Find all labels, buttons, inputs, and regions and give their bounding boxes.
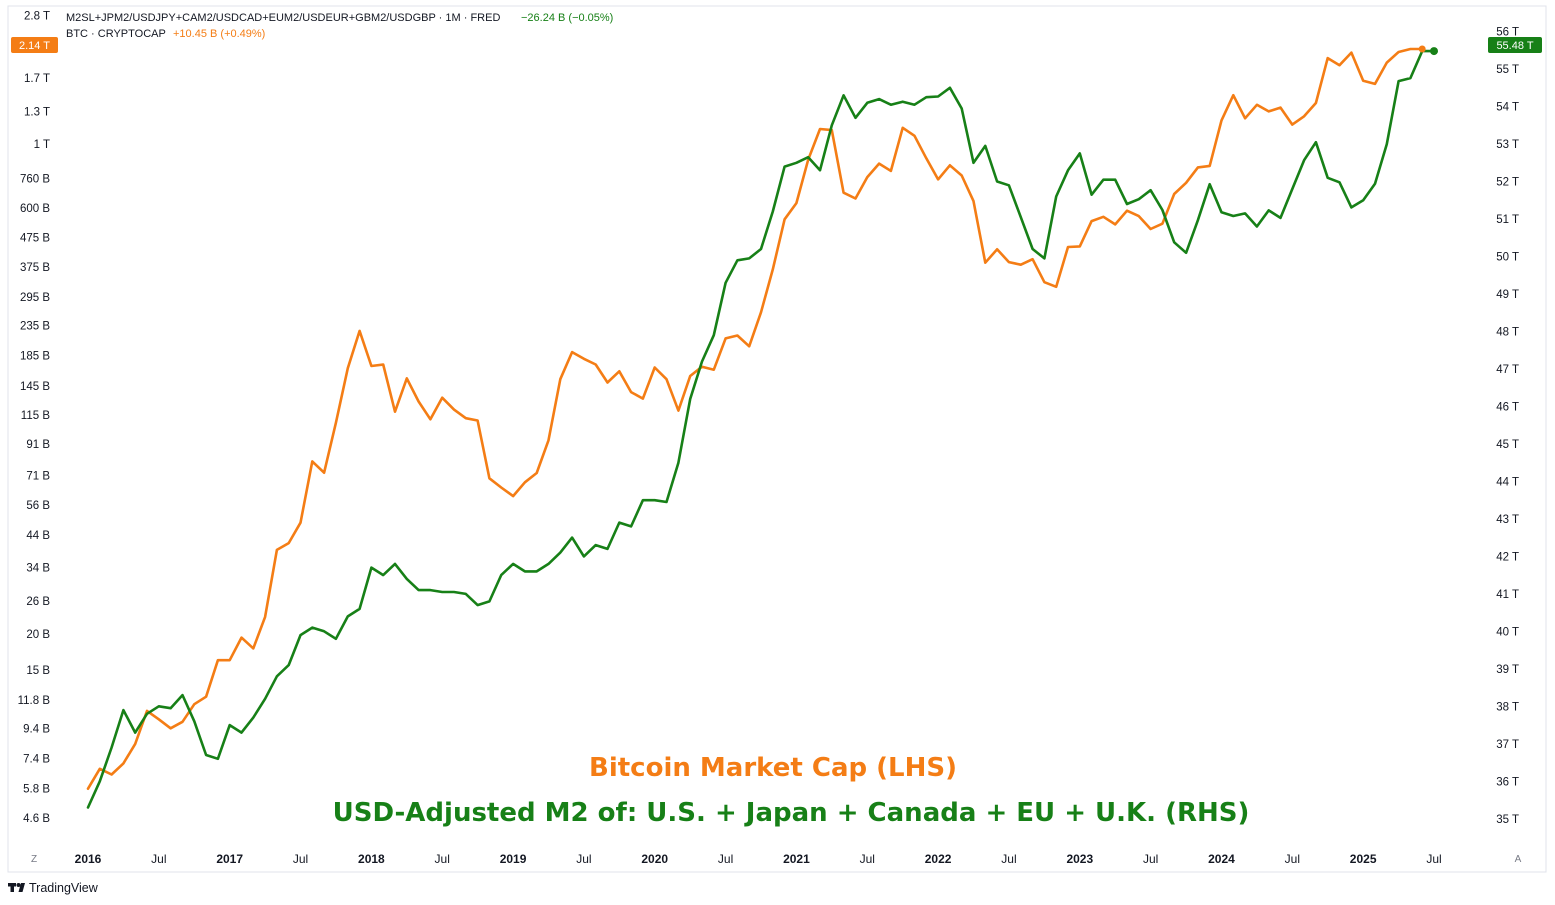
right-axis-tick-label: 36 T [1496,776,1519,788]
legend: M2SL+JPM2/USDJPY+CAM2/USDCAD+EUM2/USDEUR… [66,12,613,40]
x-axis-tick-label: 2016 [75,852,102,866]
right-axis-tick-label: 50 T [1496,252,1519,264]
x-axis-tick-label: 2023 [1066,852,1093,866]
left-axis-tick-label: 56 B [26,500,50,512]
x-axis-tick-label: 2022 [925,852,952,866]
chart-frame [7,5,1547,873]
left-axis-tick-label: 475 B [20,232,50,244]
x-axis-tick-label: Jul [718,852,733,866]
m2-last-point-marker [1430,47,1438,56]
legend-m2-change: −26.24 B (−0.05%) [521,12,613,24]
left-price-badge-label: 2.14 T [19,40,50,52]
left-axis-tick-label: 1.3 T [24,106,50,118]
left-axis-tick-label: 600 B [20,203,50,215]
x-axis-tick-label: Jul [1285,852,1300,866]
right-axis-tick-label: 38 T [1496,701,1519,713]
x-axis-tick-label: Jul [435,852,450,866]
right-axis-tick-label: 55 T [1496,64,1519,76]
x-axis-tick-label: 2018 [358,852,385,866]
right-axis-tick-label: 53 T [1496,139,1519,151]
tradingview-logo-icon [8,883,25,892]
x-axis-tick-label: Jul [1426,852,1441,866]
right-axis-tick-label: 46 T [1496,401,1519,413]
tradingview-branding[interactable]: TradingView [8,881,99,895]
x-axis: 2016 Jul 2017 Jul 2018 Jul 2019 Jul 2020 Jul 2021 J… [75,852,1442,866]
right-axis-tick-label: 41 T [1496,589,1519,601]
left-axis-tick-label: 235 B [20,320,50,332]
left-price-badge: 2.14 T [11,37,58,53]
left-axis-tick-label: 15 B [26,665,50,677]
tradingview-brand-name: TradingView [29,881,99,895]
x-axis-tick-label: Jul [1001,852,1016,866]
left-price-badge-background [11,37,58,53]
left-axis-tick-label: 26 B [26,596,50,608]
btc-last-point-marker [1418,45,1426,53]
left-axis-tick-label: 185 B [20,350,50,362]
left-axis-tick-label: 115 B [21,410,51,422]
x-axis-tick-label: Jul [151,852,166,866]
m2-series-annotation: USD-Adjusted M2 of: U.S. + Japan + Canad… [333,798,1250,828]
right-axis-tick-label: 43 T [1496,514,1519,526]
x-axis-tick-label: 2019 [500,852,527,866]
left-axis-tick-label: 1 T [34,139,50,151]
left-axis-tick-label: 91 B [26,439,50,451]
left-axis-tick-label: 9.4 B [23,723,50,735]
zoom-corner-button[interactable]: Z [31,854,37,865]
left-axis-tick-label: 2.8 T [24,10,50,22]
right-axis-tick-label: 44 T [1496,476,1519,488]
legend-m2-name: M2SL+JPM2/USDJPY+CAM2/USDCAD+EUM2/USDEUR… [66,12,500,24]
right-axis-tick-label: 39 T [1496,664,1519,676]
right-axis-tick-label: 48 T [1496,326,1519,338]
right-axis-tick-label: 52 T [1496,177,1519,189]
x-axis-tick-label: Jul [860,852,875,866]
auto-scale-button[interactable]: A [1515,854,1522,865]
x-axis-tick-label: 2017 [216,852,243,866]
right-axis-tick-label: 54 T [1496,102,1519,114]
left-axis-tick-label: 295 B [20,292,50,304]
x-axis-tick-label: 2025 [1350,852,1377,866]
right-axis-tick-label: 56 T [1496,27,1519,39]
left-axis-tick-label: 7.4 B [23,753,50,765]
left-axis-tick-label: 11.8 B [18,695,51,707]
x-axis-tick-label: Jul [1143,852,1158,866]
left-axis-tick-label: 375 B [20,262,50,274]
plot-lines [86,45,1438,809]
right-axis-tick-label: 37 T [1496,739,1519,751]
btc-series-annotation: Bitcoin Market Cap (LHS) [589,753,957,783]
right-axis-tick-label: 47 T [1496,364,1519,376]
right-price-badge-background [1488,37,1542,53]
legend-btc-name: BTC · CRYPTOCAP [66,28,166,40]
right-axis-tick-label: 45 T [1496,439,1519,451]
x-axis-tick-label: 2020 [641,852,668,866]
btc-market-cap-line [86,47,1424,790]
legend-btc-change: +10.45 B (+0.49%) [173,28,265,40]
left-axis-tick-label: 5.8 B [23,784,50,796]
left-axis-tick-label: 4.6 B [23,813,50,825]
x-axis-tick-label: 2024 [1208,852,1235,866]
x-axis-tick-label: Jul [293,852,308,866]
left-axis-tick-label: 20 B [26,629,50,641]
x-axis-tick-label: 2021 [783,852,810,866]
right-axis-tick-label: 42 T [1496,551,1519,563]
left-axis-tick-label: 71 B [26,470,50,482]
x-axis-tick-label: Jul [576,852,591,866]
right-price-badge: 55.48 T [1488,37,1542,53]
global-m2-line [86,49,1436,809]
left-axis-tick-label: 34 B [26,562,50,574]
right-axis: 56 T 55 T 54 T 53 T 52 T 51 T 50 T 49 T 48 T 47 T… [1496,27,1519,826]
left-axis-tick-label: 1.7 T [24,73,50,85]
left-axis-tick-label: 44 B [26,530,50,542]
right-axis-tick-label: 40 T [1496,626,1519,638]
left-axis: 2.8 T 1.7 T 1.3 T 1 T 760 B 600 B 475 B 375 B 29… [18,10,51,824]
right-axis-tick-label: 49 T [1496,289,1519,301]
right-price-badge-label: 55.48 T [1496,40,1533,52]
right-axis-tick-label: 51 T [1496,214,1519,226]
left-axis-tick-label: 145 B [20,381,50,393]
left-axis-tick-label: 760 B [20,174,50,186]
right-axis-tick-label: 35 T [1496,814,1519,826]
